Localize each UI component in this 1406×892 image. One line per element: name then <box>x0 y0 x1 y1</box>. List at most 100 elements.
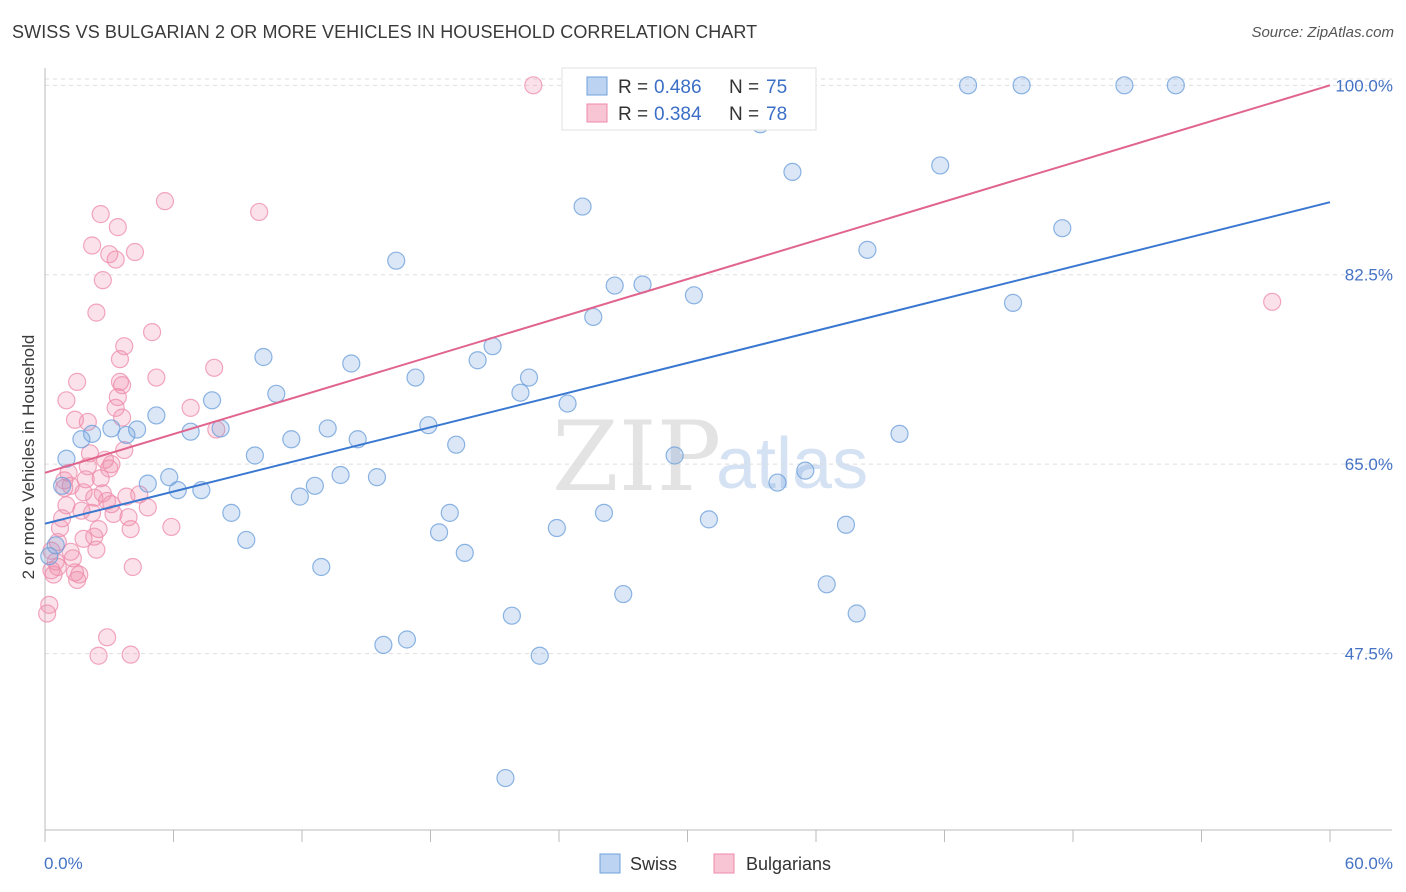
legend-bulgarians-n-label: N = <box>729 104 759 125</box>
y-tick-label: 82.5% <box>1345 266 1393 285</box>
swiss-point <box>447 435 466 454</box>
bottom-legend: Swiss Bulgarians <box>599 853 831 874</box>
chart-source: Source: ZipAtlas.com <box>1251 24 1394 41</box>
legend-swiss-r-label: R = <box>618 77 648 98</box>
bulgarians-points <box>38 76 1282 665</box>
y-tick-label: 100.0% <box>1335 76 1393 95</box>
bulgarians-trend-line <box>44 84 1331 474</box>
bulgarians-point <box>162 517 181 537</box>
trend-lines <box>44 84 1331 525</box>
swiss-point <box>53 476 72 495</box>
bulgarians-point <box>91 205 110 224</box>
y-tick-label: 47.5% <box>1345 645 1393 664</box>
swiss-point <box>605 276 624 295</box>
bulgarians-point <box>108 387 127 407</box>
swiss-point <box>83 424 102 443</box>
swiss-point <box>245 446 264 465</box>
swiss-point <box>496 768 515 788</box>
bulgarians-point <box>121 645 140 664</box>
bulgarians-point <box>147 368 166 387</box>
swiss-point <box>40 547 59 566</box>
bulgarians-point <box>70 565 89 584</box>
bulgarians-point <box>89 646 108 665</box>
swiss-point <box>305 476 324 495</box>
axes <box>44 68 1392 842</box>
bulgarians-point <box>78 412 97 432</box>
swiss-point <box>858 240 877 259</box>
swiss-point <box>290 487 309 506</box>
bulgarians-point <box>112 376 132 395</box>
bulgarians-point <box>250 202 269 222</box>
swiss-point <box>796 461 815 480</box>
legend-bulgarians-n-value: 78 <box>766 104 787 125</box>
bottom-legend-bulgarians: Bulgarians <box>746 854 831 874</box>
swiss-point <box>584 307 603 327</box>
swiss-point <box>699 510 719 529</box>
tick-labels: 47.5% 65.0% 82.5% 100.0% 0.0% 60.0% <box>44 76 1393 873</box>
bulgarians-point <box>110 372 130 391</box>
bulgarians-point <box>142 323 162 342</box>
swiss-point <box>46 536 65 555</box>
swiss-point <box>558 394 577 413</box>
swiss-point <box>836 515 856 534</box>
swiss-point <box>573 197 592 216</box>
swiss-point <box>367 468 387 487</box>
bulgarians-point <box>108 218 127 237</box>
swiss-point <box>1003 293 1023 312</box>
swiss-point <box>254 347 273 367</box>
swiss-point <box>511 383 530 402</box>
bulgarians-point <box>85 488 104 507</box>
swiss-point <box>147 406 166 425</box>
legend: R = 0.486 N = 75 R = 0.384 N = 78 <box>561 67 817 131</box>
bulgarians-point <box>121 519 140 539</box>
swiss-point <box>594 503 614 522</box>
swiss-point <box>406 368 425 387</box>
bulgarians-point <box>40 595 59 614</box>
swiss-point <box>530 646 549 665</box>
swiss-point <box>502 606 521 625</box>
swiss-point <box>1166 76 1185 95</box>
swiss-point <box>783 162 802 182</box>
swiss-point <box>72 430 91 449</box>
swiss-point <box>547 518 566 538</box>
bottom-legend-swiss-swatch <box>599 853 621 874</box>
swiss-point <box>202 391 222 410</box>
bulgarians-point <box>61 542 80 561</box>
watermark-zip: ZIP <box>552 401 721 513</box>
swiss-point <box>397 630 417 649</box>
chart-title: SWISS VS BULGARIAN 2 OR MORE VEHICLES IN… <box>12 22 758 42</box>
bulgarians-point <box>123 557 142 577</box>
bulgarians-point <box>104 504 123 524</box>
swiss-point <box>138 474 157 493</box>
bulgarians-point <box>102 455 121 474</box>
swiss-point <box>342 354 361 373</box>
swiss-point <box>1115 76 1134 95</box>
x-tick-label: 0.0% <box>44 854 83 873</box>
legend-swiss-swatch <box>586 76 608 96</box>
bottom-legend-bulgarians-swatch <box>713 853 735 874</box>
swiss-point <box>1053 219 1072 238</box>
swiss-point <box>117 425 136 445</box>
swiss-point <box>127 420 147 439</box>
bulgarians-point <box>125 242 145 262</box>
swiss-point <box>768 473 787 492</box>
swiss-points <box>40 76 1185 788</box>
swiss-point <box>519 368 539 387</box>
legend-bulgarians-r-value: 0.384 <box>654 104 702 125</box>
bulgarians-point <box>93 271 112 290</box>
swiss-point <box>665 446 684 465</box>
bulgarians-point <box>83 236 102 255</box>
swiss-point <box>931 156 950 175</box>
bulgarians-point <box>87 303 106 322</box>
y-tick-label: 65.0% <box>1345 455 1393 474</box>
legend-swiss-r-value: 0.486 <box>654 77 702 98</box>
swiss-point <box>1012 76 1031 95</box>
swiss-point <box>374 635 393 655</box>
bulgarians-point <box>205 358 224 377</box>
swiss-point <box>614 584 633 604</box>
bulgarians-point <box>155 192 175 211</box>
bulgarians-point <box>524 76 543 95</box>
bulgarians-point <box>98 628 117 647</box>
swiss-point <box>890 424 909 443</box>
x-tick-label: 60.0% <box>1345 854 1393 873</box>
